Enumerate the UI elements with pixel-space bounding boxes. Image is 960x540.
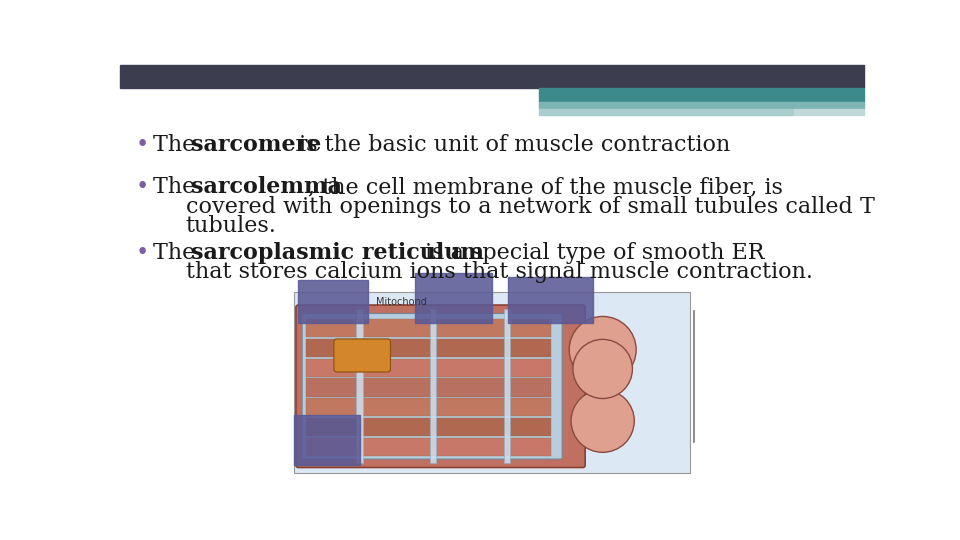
Text: The: The (153, 177, 202, 199)
Text: that stores calcium ions that signal muscle contraction.: that stores calcium ions that signal mus… (186, 261, 813, 283)
Bar (306, 398, 551, 416)
Text: •: • (135, 134, 149, 156)
Text: sarcolemma: sarcolemma (191, 177, 342, 199)
Text: sarcomere: sarcomere (191, 134, 322, 156)
Text: •: • (135, 242, 149, 264)
Bar (306, 319, 551, 337)
Bar (539, 102, 864, 110)
Text: is the basic unit of muscle contraction: is the basic unit of muscle contraction (292, 134, 731, 156)
Text: The: The (153, 134, 202, 156)
Bar (306, 418, 551, 436)
Bar (306, 359, 551, 377)
Text: covered with openings to a network of small tubules called T: covered with openings to a network of sm… (186, 195, 875, 218)
Bar (504, 309, 510, 463)
Bar (306, 339, 551, 357)
Bar (295, 415, 360, 465)
Bar (430, 309, 436, 463)
Circle shape (573, 339, 633, 399)
Text: sarcoplasmic reticulum: sarcoplasmic reticulum (191, 242, 484, 264)
FancyBboxPatch shape (296, 305, 586, 468)
Text: •: • (135, 177, 149, 199)
FancyBboxPatch shape (302, 314, 563, 459)
Bar (415, 273, 492, 323)
Bar (794, 110, 864, 115)
FancyBboxPatch shape (334, 339, 391, 372)
Bar (508, 276, 592, 323)
Text: , the cell membrane of the muscle fiber, is: , the cell membrane of the muscle fiber,… (308, 177, 782, 199)
Bar (306, 379, 551, 396)
Bar (299, 280, 368, 323)
Text: The: The (153, 242, 202, 264)
Circle shape (571, 389, 635, 453)
Text: tubules.: tubules. (186, 215, 276, 237)
Text: Mitochond: Mitochond (375, 298, 426, 307)
Bar (539, 88, 864, 102)
Bar (539, 110, 794, 115)
Bar (295, 292, 689, 473)
Text: is a special type of smooth ER: is a special type of smooth ER (418, 242, 764, 264)
Circle shape (569, 316, 636, 383)
Bar (356, 309, 363, 463)
Bar (306, 438, 551, 456)
Bar (120, 65, 864, 88)
